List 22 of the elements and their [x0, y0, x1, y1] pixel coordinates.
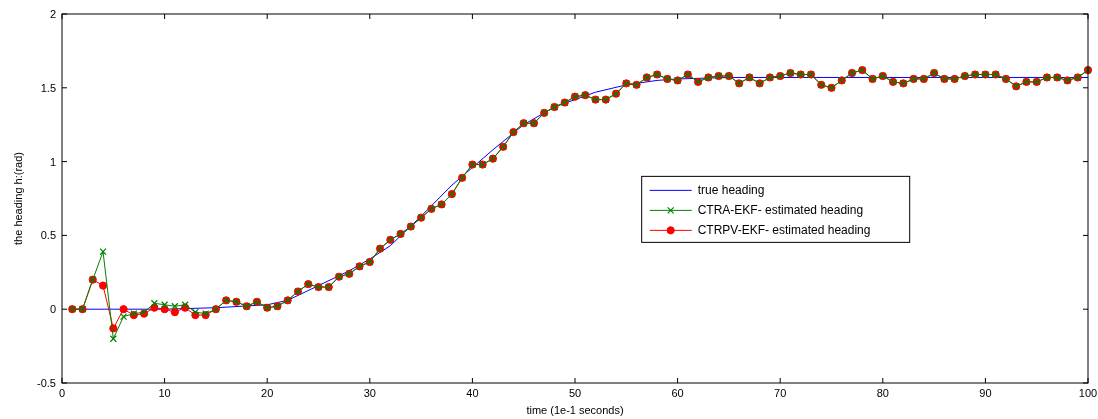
x-tick-label: 30 [363, 387, 376, 399]
y-tick-label: 1.5 [40, 81, 56, 94]
x-axis-title: time (1e-1 seconds) [526, 404, 624, 416]
x-tick-label: 60 [671, 387, 684, 399]
y-tick-label: 0.5 [40, 229, 56, 242]
x-tick-label: 40 [466, 387, 479, 399]
x-tick-label: 70 [774, 387, 787, 399]
y-tick-label: 1 [49, 155, 56, 168]
x-tick-label: 20 [261, 387, 274, 399]
legend-label: CTRPV-EKF- estimated heading [697, 223, 871, 238]
x-tick-label: 10 [158, 387, 171, 399]
x-tick-label: 90 [979, 387, 992, 399]
y-tick-label: 2 [49, 8, 56, 20]
y-axis-title: the heading h:(rad) [12, 152, 24, 245]
x-tick-label: 0 [58, 387, 66, 399]
x-tick-label: 100 [1078, 387, 1098, 399]
y-tick-label: -0.5 [37, 377, 56, 389]
legend-label: true heading [697, 183, 765, 198]
x-tick-label: 50 [568, 387, 582, 399]
x-tick-label: 80 [876, 387, 889, 399]
legend-label: CTRA-EKF- estimated heading [697, 203, 864, 218]
y-tick-label: 0 [49, 303, 56, 316]
